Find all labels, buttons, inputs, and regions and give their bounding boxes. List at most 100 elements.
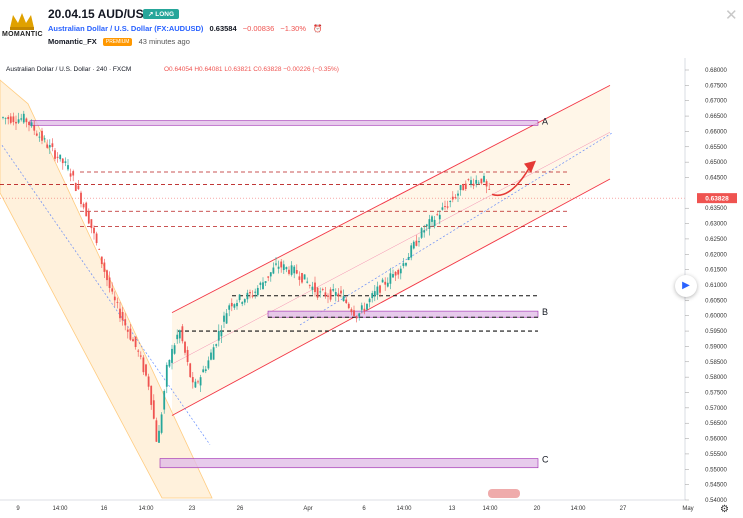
last-price-tag — [697, 193, 737, 204]
candle-body — [459, 185, 462, 191]
logo-text: MOMANTIC — [2, 31, 43, 38]
candle-body — [275, 263, 277, 265]
candle-body — [441, 207, 444, 210]
candle-body — [67, 165, 69, 170]
price-tick-label: 0.60500 — [705, 298, 727, 304]
candle-body — [103, 262, 106, 272]
time-tick-label: 13 — [449, 506, 456, 512]
candle-body — [384, 281, 387, 285]
candle-body — [451, 196, 454, 200]
time-axis[interactable]: 9 14:00 16 14:00 23 26 Apr 6 14:00 13 14:00 20 14:00… — [0, 489, 694, 512]
candle-body — [308, 284, 311, 286]
candle-body — [483, 175, 485, 182]
candle-body — [371, 293, 374, 299]
candle-body — [366, 303, 368, 310]
candle-body — [485, 181, 488, 187]
candle-body — [181, 326, 184, 342]
crown-logo-icon — [10, 13, 34, 30]
author-name[interactable]: Momantic_FX — [48, 37, 97, 46]
candle-body — [347, 303, 350, 309]
candle-body — [132, 339, 134, 342]
candle-body — [228, 305, 231, 310]
candle-body — [329, 289, 332, 300]
symbol-link[interactable]: Australian Dollar / U.S. Dollar (FX:AUDU… — [48, 24, 204, 33]
candle-body — [360, 305, 363, 310]
author-line: Momantic_FX PREMIUM 43 minutes ago — [48, 37, 190, 46]
candle-body — [280, 261, 283, 268]
alarm-clock-icon[interactable]: ⏰ — [313, 24, 323, 33]
candle-body — [113, 296, 116, 301]
settings-gear-icon[interactable]: ⚙ — [720, 504, 729, 515]
candle-body — [353, 310, 355, 316]
candle-body — [7, 117, 10, 120]
candle-body — [160, 414, 163, 433]
candle-body — [93, 227, 95, 234]
candle-body — [43, 138, 46, 140]
chart-legend-instrument: Australian Dollar / U.S. Dollar · 240 · … — [6, 66, 131, 73]
candle-body — [259, 282, 262, 285]
time-tick-label: 26 — [237, 506, 244, 512]
candle-body — [202, 369, 205, 373]
close-icon[interactable]: ✕ — [725, 7, 738, 24]
candle-body — [90, 219, 93, 229]
play-replay-button[interactable]: ▶ — [675, 275, 697, 297]
candle-body — [163, 390, 166, 410]
candle-body — [381, 279, 384, 283]
price-tick-label: 0.55500 — [705, 452, 727, 458]
symbol-line: Australian Dollar / U.S. Dollar (FX:AUDU… — [48, 24, 322, 33]
candle-body — [301, 273, 303, 283]
price-chart[interactable]: A B C 0.68000 0.67500 0.67000 0.66500 0.66000 0… — [0, 58, 743, 518]
time-tick-label: 20 — [534, 506, 541, 512]
candle-body — [418, 241, 420, 243]
candle-body — [254, 291, 257, 293]
candle-body — [425, 224, 428, 227]
candle-body — [407, 257, 410, 261]
idea-header: MOMANTIC 20.04.15 AUD/USD ↗ LONG Austral… — [0, 0, 743, 52]
price-tick-label: 0.56500 — [705, 421, 727, 427]
candle-body — [436, 214, 439, 216]
candle-body — [467, 179, 470, 180]
candle-body — [33, 125, 36, 131]
price-tick-label: 0.59000 — [705, 344, 727, 350]
candle-body — [178, 330, 181, 339]
plot-background — [0, 58, 685, 500]
zone-c — [159, 458, 539, 469]
candle-body — [212, 347, 215, 360]
price-tick-label: 0.63000 — [705, 222, 727, 228]
candle-body — [477, 182, 480, 184]
candle-body — [189, 363, 192, 377]
candle-body — [355, 316, 358, 319]
candle-body — [72, 171, 75, 176]
forecast-arrow — [491, 166, 531, 197]
candle-body — [121, 311, 124, 321]
candle-body — [236, 302, 238, 307]
candle-body — [126, 329, 129, 332]
candle-body — [87, 211, 90, 224]
candle-body — [119, 308, 121, 319]
candle-body — [243, 299, 246, 303]
price-tick-label: 0.55000 — [705, 467, 727, 473]
candle-body — [311, 286, 314, 290]
chart-drawings — [0, 58, 685, 500]
author-logo[interactable]: MOMANTIC — [2, 10, 43, 44]
price-tick-label: 0.54000 — [705, 498, 727, 504]
candle-body — [145, 364, 147, 376]
candle-body — [82, 203, 85, 208]
price-tick-label: 0.65500 — [705, 145, 727, 151]
candle-body — [223, 315, 225, 322]
candle-body — [17, 119, 20, 123]
candle-body — [399, 268, 402, 274]
candle-body — [25, 118, 28, 123]
candle-body — [204, 369, 207, 372]
candle-body — [449, 200, 452, 203]
last-price-label: 0.63828 — [705, 196, 729, 203]
candle-body — [269, 272, 272, 277]
candle-body — [95, 233, 98, 244]
price-tick-label: 0.61000 — [705, 283, 727, 289]
candle-body — [124, 319, 127, 326]
candle-body — [171, 348, 173, 363]
price-tick-label: 0.57000 — [705, 406, 727, 412]
candle-body — [475, 179, 478, 184]
candle-body — [392, 274, 394, 278]
candle-body — [191, 377, 194, 383]
